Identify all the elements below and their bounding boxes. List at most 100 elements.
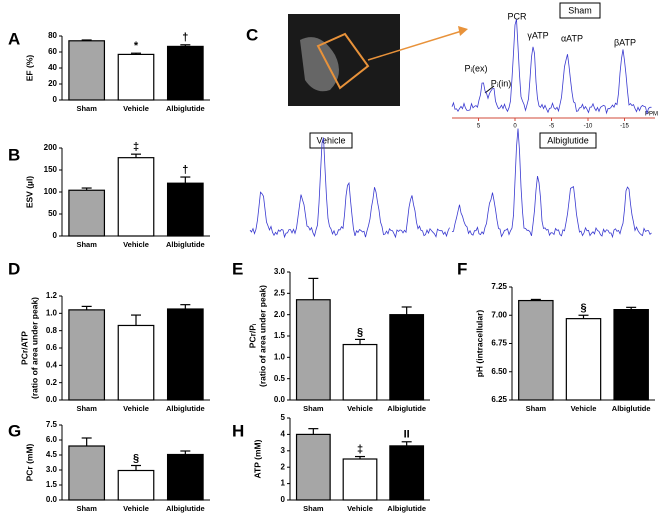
ppm-tick-label: -5 (549, 124, 555, 130)
y-tick-label: 4 (281, 430, 286, 439)
y-tick-label: 150 (44, 165, 58, 174)
y-tick-label: 3.0 (46, 465, 58, 474)
ppm-tick-label: -15 (620, 124, 629, 130)
annotation: § (580, 302, 586, 314)
y-tick-label: 2.5 (274, 288, 286, 297)
y-tick-label: 0.6 (46, 343, 58, 352)
bar (389, 445, 425, 501)
bar (166, 182, 204, 237)
spectrum-label: Vehicle (316, 135, 345, 145)
bar (117, 53, 155, 101)
annotation: § (133, 452, 139, 464)
y-axis-label: (ratio of area under peak) (29, 297, 39, 399)
bar (117, 324, 155, 401)
spectrum (451, 19, 652, 116)
peak-label: αATP (561, 33, 583, 43)
spectrum (249, 137, 450, 239)
peak-label: γATP (527, 30, 548, 40)
y-axis-label: pH (intracellular) (474, 310, 484, 378)
y-tick-label: 1.2 (46, 291, 58, 300)
y-tick-label: 1.5 (274, 331, 286, 340)
peak-label: Pᵢ(in) (491, 78, 511, 88)
bar (117, 157, 155, 237)
x-tick-label: Vehicle (123, 240, 149, 249)
x-tick-label: Sham (303, 504, 324, 513)
y-tick-label: 200 (44, 143, 58, 152)
y-axis-label: PCr (mM) (24, 443, 34, 481)
bar (342, 343, 378, 401)
y-tick-label: 100 (44, 187, 58, 196)
panel-letter: A (8, 29, 20, 48)
ppm-unit: PPM (645, 112, 658, 118)
bar (295, 433, 331, 501)
y-tick-label: 6.75 (491, 339, 507, 348)
y-tick-label: 1.0 (274, 352, 286, 361)
ppm-tick-label: 5 (477, 124, 481, 130)
y-tick-label: 5 (281, 413, 286, 422)
y-tick-label: 6.50 (491, 367, 507, 376)
panel-letter: C (246, 25, 258, 44)
pointer (484, 85, 495, 94)
y-axis-label: PCr/ATP (19, 331, 29, 365)
y-tick-label: 6.0 (46, 435, 58, 444)
heart-image (300, 37, 339, 92)
y-tick-label: 0.0 (46, 395, 58, 404)
y-tick-label: 80 (48, 31, 57, 40)
x-tick-label: Sham (526, 404, 547, 413)
spectrum (451, 128, 652, 239)
bar (68, 445, 106, 501)
panel-letter: E (232, 259, 243, 278)
y-tick-label: 0 (281, 495, 286, 504)
y-tick-label: 0 (53, 231, 58, 240)
y-axis-label: ESV (µl) (24, 176, 34, 208)
annotation: § (357, 326, 363, 338)
bar (117, 469, 155, 501)
y-tick-label: 3.0 (274, 267, 286, 276)
x-tick-label: Sham (76, 240, 97, 249)
y-tick-label: 40 (48, 63, 57, 72)
x-tick-label: Sham (76, 104, 97, 113)
y-tick-label: 1.0 (46, 308, 58, 317)
y-tick-label: 7.25 (491, 282, 507, 291)
y-tick-label: 50 (48, 209, 57, 218)
panel-letter: B (8, 145, 20, 164)
arrowhead (458, 26, 468, 36)
peak-label: PCR (507, 11, 527, 21)
label-box (309, 132, 353, 149)
x-tick-label: Vehicle (123, 404, 149, 413)
y-tick-label: 0 (53, 95, 58, 104)
y-tick-label: 0.5 (274, 374, 286, 383)
peak-label: Pᵢ(ex) (465, 63, 488, 73)
y-tick-label: 1 (281, 479, 286, 488)
x-tick-label: Sham (303, 404, 324, 413)
y-tick-label: 2 (281, 462, 286, 471)
y-tick-label: 0.2 (46, 378, 58, 387)
label-box (539, 132, 597, 149)
bar (68, 40, 106, 101)
y-axis-label: (ratio of area under peak) (257, 285, 267, 387)
y-axis-label: EF (%) (24, 55, 34, 82)
y-tick-label: 3 (281, 446, 286, 455)
panel-letter: G (8, 421, 21, 440)
annotation: ‡ (133, 141, 139, 153)
panel-letter: D (8, 259, 20, 278)
bar (166, 453, 204, 501)
spectrum-label: Albiglutide (547, 135, 589, 145)
y-tick-label: 20 (48, 79, 57, 88)
x-tick-label: Vehicle (123, 104, 149, 113)
ppm-tick-label: -10 (584, 124, 593, 130)
y-tick-label: 0.0 (274, 395, 286, 404)
peak-label: βATP (614, 37, 636, 47)
x-tick-label: Albiglutide (166, 104, 205, 113)
y-tick-label: 7.00 (491, 310, 507, 319)
bar (295, 299, 331, 401)
y-tick-label: 0.8 (46, 326, 58, 335)
annotation: * (134, 40, 139, 52)
annotation: II (404, 429, 410, 441)
x-tick-label: Sham (76, 504, 97, 513)
y-tick-label: 4.5 (46, 450, 58, 459)
voxel-outline (316, 32, 370, 90)
y-axis-label: ATP (mM) (252, 439, 262, 478)
x-tick-label: Albiglutide (387, 504, 426, 513)
